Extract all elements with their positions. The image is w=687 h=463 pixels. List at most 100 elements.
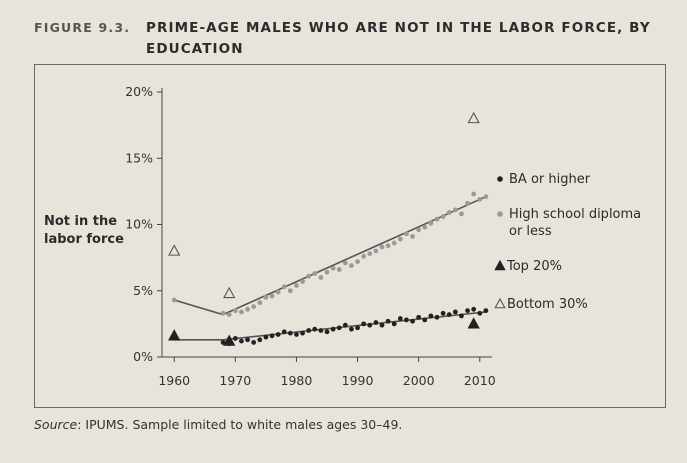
source-note: Source: IPUMS. Sample limited to white m… <box>34 417 402 432</box>
hs-point <box>245 306 250 312</box>
ba-point <box>330 326 336 332</box>
bottom-30-marker <box>467 111 480 124</box>
ba-point <box>422 317 428 323</box>
ba-point <box>434 314 440 320</box>
hs-point <box>361 253 367 259</box>
hs-point <box>477 196 483 202</box>
ba-point <box>318 328 324 333</box>
hs-point <box>318 275 324 280</box>
ba-point <box>361 321 367 327</box>
hs-point <box>465 200 470 206</box>
legend-top-swatch <box>494 259 506 271</box>
ba-point <box>312 326 318 332</box>
hs-point <box>330 265 336 271</box>
hs-point <box>239 309 244 315</box>
hs-point <box>385 243 391 249</box>
hs-point <box>440 214 446 219</box>
x-tick-label: 2000 <box>403 373 435 388</box>
ba-point <box>251 340 257 345</box>
y-tick-label: 10% <box>125 217 153 232</box>
ba-point <box>281 329 287 335</box>
y-tick-label: 0% <box>133 349 153 364</box>
legend-label: High school diploma <box>509 207 641 222</box>
ba-point <box>410 318 415 324</box>
hs-point <box>416 227 422 233</box>
legend-hs-swatch <box>497 211 503 217</box>
hs-point <box>397 236 403 242</box>
ba-point <box>257 337 263 343</box>
hs-point <box>269 293 275 299</box>
ba-point <box>263 334 269 340</box>
hs-point <box>275 289 281 295</box>
ba-point <box>287 330 293 336</box>
ba-point <box>428 313 434 319</box>
top-20-marker <box>168 329 181 341</box>
hs-point <box>342 260 348 266</box>
source-label: Source <box>34 417 78 432</box>
hs-point <box>452 207 458 213</box>
hs-point <box>404 231 409 237</box>
hs-point <box>232 308 238 314</box>
hs-point <box>391 240 397 246</box>
top-20-marker <box>467 317 480 329</box>
ba-point <box>477 310 483 316</box>
hs-point <box>434 216 440 222</box>
ba-point <box>404 317 409 323</box>
bottom-30-marker <box>168 244 181 256</box>
ba-point <box>367 322 373 328</box>
ba-point <box>391 321 397 327</box>
figure-title: PRIME-AGE MALES WHO ARE NOT IN THE LABOR… <box>146 20 651 57</box>
ba-point <box>239 338 244 344</box>
legend-label: BA or higher <box>509 172 591 187</box>
hs-point <box>263 294 269 300</box>
hs-point <box>349 263 354 268</box>
ba-point <box>245 337 250 343</box>
ba-point <box>459 313 464 319</box>
x-tick-label: 1990 <box>342 373 374 388</box>
top-20-marker <box>223 334 236 346</box>
hs-point <box>287 288 293 294</box>
ba-point <box>269 333 275 339</box>
hs-point <box>171 297 177 303</box>
hs-point <box>226 312 232 317</box>
hs-point <box>336 267 342 272</box>
hs-point <box>281 284 287 290</box>
legend-label: Top 20% <box>506 259 562 274</box>
ba-point <box>294 332 299 337</box>
ba-point <box>397 316 403 321</box>
x-tick-label: 2010 <box>464 373 496 388</box>
ba-point <box>379 322 385 328</box>
x-tick-label: 1960 <box>158 373 190 388</box>
hs-point <box>312 271 318 276</box>
ba-point <box>300 330 305 336</box>
hs-point <box>220 310 226 316</box>
ba-point <box>275 332 281 337</box>
bottom-30-marker <box>223 286 236 299</box>
ba-point <box>446 312 452 317</box>
ba-point <box>349 326 354 332</box>
ba-point <box>471 306 477 312</box>
ba-point <box>440 310 446 316</box>
y-axis-label: Not in the <box>44 214 117 229</box>
ba-point <box>324 329 330 335</box>
hs-point <box>300 279 305 284</box>
y-tick-label: 5% <box>133 283 153 298</box>
hs-point <box>367 251 373 257</box>
legend-label: Bottom 30% <box>507 297 588 312</box>
ba-point <box>452 309 458 315</box>
ba-point <box>416 314 422 320</box>
ba-point <box>232 336 238 341</box>
ba-point <box>465 308 470 314</box>
hs-point <box>251 304 257 310</box>
y-tick-label: 15% <box>125 150 153 165</box>
hs-point <box>373 248 379 254</box>
y-axis-label: labor force <box>44 232 124 247</box>
source-text: : IPUMS. Sample limited to white males a… <box>77 417 403 432</box>
ba-point <box>483 308 489 314</box>
hs-point <box>355 259 360 264</box>
hs-point <box>306 273 312 279</box>
ba-point <box>385 318 391 324</box>
hs-point <box>294 283 299 288</box>
hs-point <box>379 244 385 250</box>
